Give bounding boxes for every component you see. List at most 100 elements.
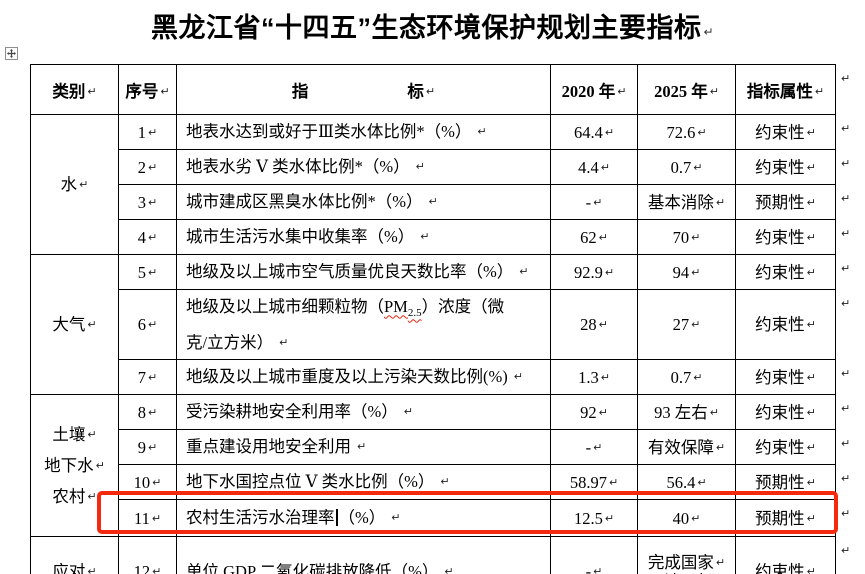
end-of-cell-mark: ↵ [691,230,701,244]
cell-2020[interactable]: 92 ↵ [550,394,638,430]
end-of-cell-mark: ↵ [693,160,703,174]
cell-2020[interactable]: 92.9 ↵ [550,254,638,290]
header-y2025[interactable]: 2025 年 ↵ [637,64,736,115]
cell-indicator[interactable]: 城市建成区黑臭水体比例*（%） ↵ [176,184,551,220]
cell-2025[interactable]: 72.6 ↵ [637,114,736,150]
end-of-cell-mark: ↵ [806,565,816,574]
header-attr[interactable]: 指标属性 ↵ [735,64,836,115]
cell-no[interactable]: 3 ↵ [118,184,177,220]
end-of-cell-mark: ↵ [420,230,430,243]
cell-2025[interactable]: 0.7 ↵ [637,359,736,395]
cell-attr[interactable]: 约束性 ↵ [735,359,836,395]
table-move-handle[interactable] [5,47,18,60]
cell-indicator[interactable]: 农村生活污水治理率 （%） ↵ [176,499,551,537]
cell-attr[interactable]: 预期性 ↵ [735,184,836,220]
cell-no[interactable]: 9 ↵ [118,429,177,465]
header-indicator[interactable]: 指 标 ↵ [176,64,551,115]
cell-attr[interactable]: 约束性 ↵ [735,429,836,465]
end-of-cell-mark: ↵ [391,511,401,524]
header-category[interactable]: 类别 ↵ [30,64,119,115]
cell-indicator[interactable]: 地表水达到或好于Ⅲ类水体比例*（%） ↵ [176,114,551,150]
cell-no[interactable]: 1 ↵ [118,114,177,150]
cell-no[interactable]: 8 ↵ [118,394,177,430]
cell-2020[interactable]: 62 ↵ [550,219,638,255]
cell-2020[interactable]: 28 ↵ [550,289,638,360]
cell-2020[interactable]: 64.4 ↵ [550,114,638,150]
cell-category[interactable]: 土壤 ↵ 地下水 ↵ 农村 ↵ [30,394,119,537]
header-no[interactable]: 序号 ↵ [118,64,177,115]
cell-indicator[interactable]: 受污染耕地安全利用率（%） ↵ [176,394,551,430]
end-of-cell-mark: ↵ [357,440,367,453]
cell-2020[interactable]: - ↵ [550,536,638,574]
end-of-cell-mark: ↵ [806,195,816,209]
end-of-row-mark: ↵ [841,402,851,415]
document-title-line[interactable]: 黑龙江省“十四五”生态环境保护规划主要指标 ↵ [0,12,865,48]
cell-2020[interactable]: 4.4 ↵ [550,149,638,185]
cell-2025[interactable]: 0.7 ↵ [637,149,736,185]
end-of-cell-mark: ↵ [604,125,615,139]
cell-indicator[interactable]: 地级及以上城市重度及以上污染天数比例(%) ↵ [176,359,551,395]
cell-attr[interactable]: 约束性 ↵ [735,536,836,574]
table-row: 2 ↵ 地表水劣 Ⅴ 类水体比例*（%） ↵ 4.4 ↵ 0.7 ↵ 约束性 ↵ [31,149,836,185]
cell-category[interactable]: 应对 ↵ [30,536,119,574]
end-of-cell-mark: ↵ [709,84,719,98]
cell-2025[interactable]: 56.4 ↵ [637,464,736,500]
cell-attr[interactable]: 约束性 ↵ [735,219,836,255]
cell-indicator[interactable]: 地级及以上城市空气质量优良天数比率（%） ↵ [176,254,551,290]
cell-2025[interactable]: 有效保障 ↵ [637,429,736,465]
cell-2025[interactable]: 27 ↵ [637,289,736,360]
cell-no[interactable]: 4 ↵ [118,219,177,255]
cell-2025[interactable]: 70 ↵ [637,219,736,255]
end-of-cell-mark: ↵ [151,511,162,525]
cell-attr[interactable]: 约束性 ↵ [735,114,836,150]
cell-attr[interactable]: 预期性 ↵ [735,499,836,537]
cell-2025[interactable]: 基本消除 ↵ [637,184,736,220]
cell-indicator[interactable]: 重点建设用地安全利用 ↵ [176,429,551,465]
end-of-cell-mark: ↵ [148,318,158,331]
end-of-cell-mark: ↵ [148,125,158,139]
end-of-cell-mark: ↵ [95,459,105,472]
cell-attr[interactable]: 约束性 ↵ [735,289,836,360]
cell-no[interactable]: 12 ↵ [118,536,177,574]
end-of-cell-mark: ↵ [604,265,615,279]
end-of-cell-mark: ↵ [806,440,816,454]
cell-2020[interactable]: 58.97 ↵ [550,464,638,500]
cell-attr[interactable]: 约束性 ↵ [735,394,836,430]
end-of-cell-mark: ↵ [806,370,816,384]
cell-indicator[interactable]: 单位 GDP 二氧化碳排放降低（%） ↵ [176,536,551,574]
end-of-cell-mark: ↵ [403,405,413,418]
cell-category[interactable]: 水 ↵ [30,114,119,255]
cell-no[interactable]: 2 ↵ [118,149,177,185]
end-of-cell-mark: ↵ [87,428,97,441]
cell-attr[interactable]: 约束性 ↵ [735,254,836,290]
table-row: 7 ↵ 地级及以上城市重度及以上污染天数比例(%) ↵ 1.3 ↵ 0.7 ↵ 约束性 ↵ [31,359,836,395]
end-of-cell-mark: ↵ [148,160,158,174]
cell-no[interactable]: 10 ↵ [118,464,177,500]
cell-2020[interactable]: 12.5 ↵ [550,499,638,537]
cell-attr[interactable]: 约束性 ↵ [735,149,836,185]
cell-2020[interactable]: - ↵ [550,429,638,465]
cell-indicator[interactable]: 地表水劣 Ⅴ 类水体比例*（%） ↵ [176,149,551,185]
cell-2025[interactable]: 94 ↵ [637,254,736,290]
cell-2025[interactable]: 40 ↵ [637,499,736,537]
text-cursor [335,509,338,526]
table-row: 9 ↵ 重点建设用地安全利用 ↵ - ↵ 有效保障 ↵ 约束性 ↵ [31,429,836,465]
cell-no[interactable]: 11 ↵ [118,499,177,537]
end-of-cell-mark: ↵ [691,265,701,279]
cell-indicator[interactable]: 地级及以上城市细颗粒物（PM2.5）浓度（微 克/立方米） ↵ [176,289,551,360]
cell-no[interactable]: 6 ↵ [118,289,177,360]
header-y2020[interactable]: 2020 年 ↵ [550,64,638,115]
table-row: 土壤 ↵ 地下水 ↵ 农村 ↵ 8 ↵ 受污染耕地安全利用率（%） ↵ 92 ↵ 93 左右 ↵ 约束性 ↵ [30,394,836,537]
cell-indicator[interactable]: 城市生活污水集中收集率（%） ↵ [176,219,551,255]
cell-no[interactable]: 7 ↵ [118,359,177,395]
cell-2025[interactable]: 93 左右 ↵ [637,394,736,430]
cell-indicator[interactable]: 地下水国控点位 Ⅴ 类水比例（%） ↵ [176,464,551,500]
end-of-cell-mark: ↵ [87,84,97,98]
cell-2025[interactable]: 完成国家↵下达目标↵ [637,536,736,574]
cell-2020[interactable]: - ↵ [550,184,638,220]
cell-attr[interactable]: 预期性 ↵ [735,464,836,500]
cell-category[interactable]: 大气 ↵ [30,254,119,395]
cell-no[interactable]: 5 ↵ [118,254,177,290]
end-of-cell-mark: ↵ [477,125,487,138]
cell-2020[interactable]: 1.3 ↵ [550,359,638,395]
